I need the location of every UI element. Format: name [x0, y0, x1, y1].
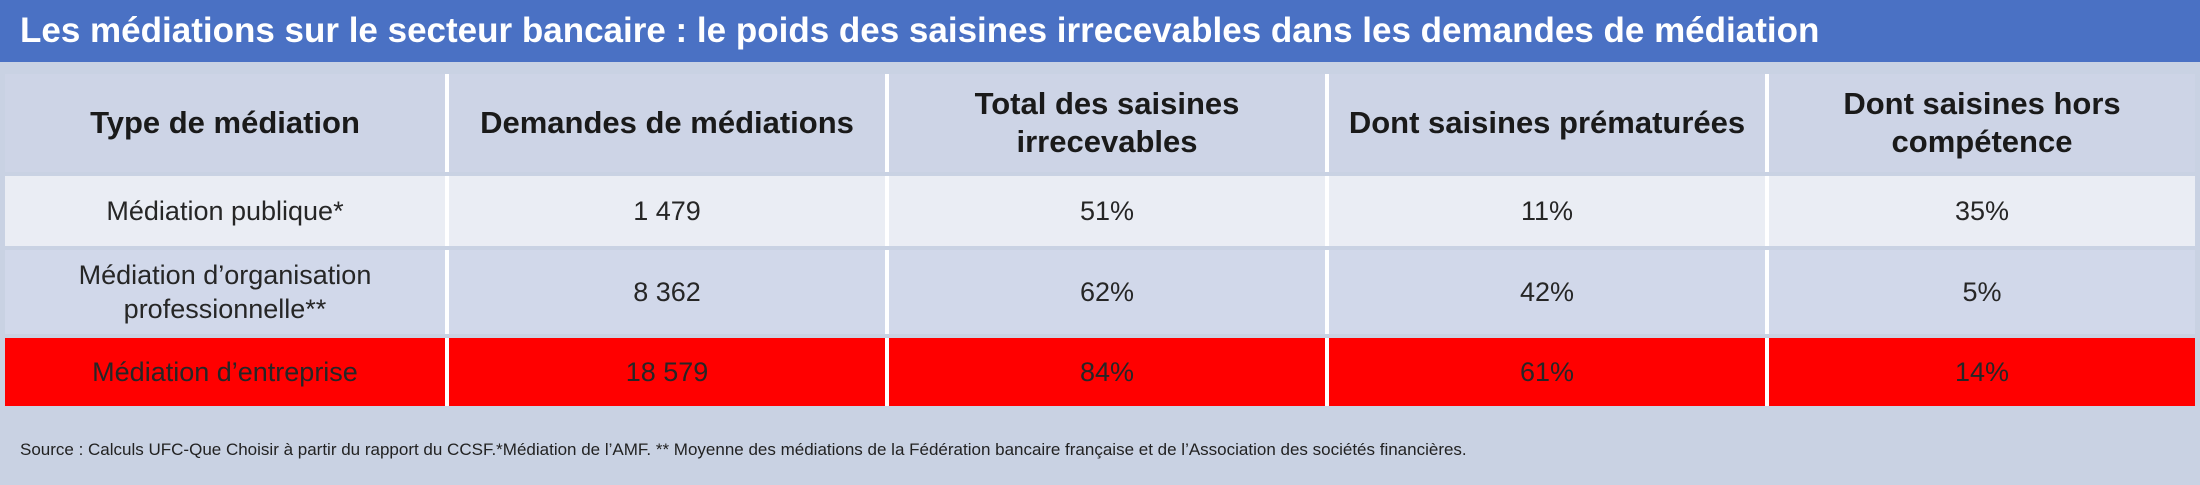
header-demandes: Demandes de médiations [445, 74, 885, 172]
cell-type-text: Médiation d’organisation professionnelle… [78, 260, 372, 324]
cell-type: Médiation d’entreprise [5, 338, 445, 406]
cell-prematurees: 42% [1325, 250, 1765, 334]
table-row-highlighted: Médiation d’entreprise 18 579 84% 61% 14… [5, 338, 2195, 406]
page-title: Les médiations sur le secteur bancaire :… [0, 0, 2200, 62]
mediation-table: Type de médiation Demandes de médiations… [5, 70, 2195, 410]
header-total-irrecevables: Total des saisines irrecevables [885, 74, 1325, 172]
cell-total-irrecevables: 84% [885, 338, 1325, 406]
table-row: Médiation d’organisation professionnelle… [5, 250, 2195, 334]
cell-prematurees: 61% [1325, 338, 1765, 406]
cell-total-irrecevables: 51% [885, 176, 1325, 246]
cell-demandes: 1 479 [445, 176, 885, 246]
header-type-mediation: Type de médiation [5, 74, 445, 172]
cell-type: Médiation publique* [5, 176, 445, 246]
cell-hors-competence: 14% [1765, 338, 2195, 406]
cell-demandes: 18 579 [445, 338, 885, 406]
header-prematurees: Dont saisines prématurées [1325, 74, 1765, 172]
cell-prematurees: 11% [1325, 176, 1765, 246]
source-note: Source : Calculs UFC-Que Choisir à parti… [20, 440, 1467, 459]
table-header-row: Type de médiation Demandes de médiations… [5, 74, 2195, 172]
header-hors-competence: Dont saisines hors compétence [1765, 74, 2195, 172]
cell-hors-competence: 5% [1765, 250, 2195, 334]
cell-total-irrecevables: 62% [885, 250, 1325, 334]
cell-hors-competence: 35% [1765, 176, 2195, 246]
table-row: Médiation publique* 1 479 51% 11% 35% [5, 176, 2195, 246]
cell-type: Médiation d’organisation professionnelle… [5, 250, 445, 334]
cell-demandes: 8 362 [445, 250, 885, 334]
